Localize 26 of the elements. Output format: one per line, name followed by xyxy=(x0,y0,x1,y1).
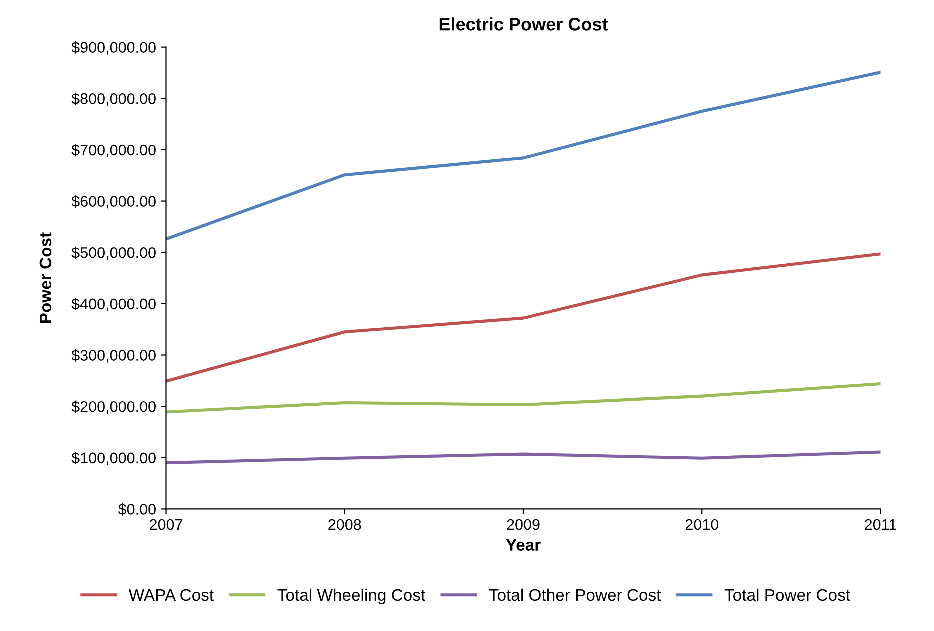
line-series xyxy=(166,450,881,465)
chart-title: Electric Power Cost xyxy=(440,18,608,31)
line-series xyxy=(166,382,881,414)
y-tick-label: $400,000.00 xyxy=(72,298,156,312)
legend-label: Total Other Power Cost xyxy=(489,588,662,602)
y-tick-label: $300,000.00 xyxy=(72,349,156,363)
legend-label: Total Wheeling Cost xyxy=(278,588,426,604)
line-series xyxy=(166,252,881,383)
y-tick-label: $700,000.00 xyxy=(72,144,156,158)
legend-label: WAPA Cost xyxy=(128,589,214,602)
y-axis-title: Power Cost xyxy=(40,232,52,323)
y-tick-label: $900,000.00 xyxy=(72,42,156,55)
y-tick-label: $800,000.00 xyxy=(72,92,156,106)
y-tick-label: $200,000.00 xyxy=(72,400,156,414)
y-tick-label: $0.00 xyxy=(118,503,156,516)
y-tick-label: $100,000.00 xyxy=(72,452,156,466)
y-tick-label: $500,000.00 xyxy=(72,246,156,260)
x-axis-title: Year xyxy=(506,539,541,551)
legend-label: Total Power Cost xyxy=(724,588,850,602)
line-series xyxy=(166,70,881,241)
x-tick-label: 2010 xyxy=(686,519,719,530)
x-tick-label: 2008 xyxy=(328,519,362,530)
x-tick-label: 2009 xyxy=(507,519,540,530)
x-tick-label: 2007 xyxy=(150,519,182,530)
y-tick-label: $600,000.00 xyxy=(72,196,156,209)
x-tick-label: 2011 xyxy=(865,519,896,530)
